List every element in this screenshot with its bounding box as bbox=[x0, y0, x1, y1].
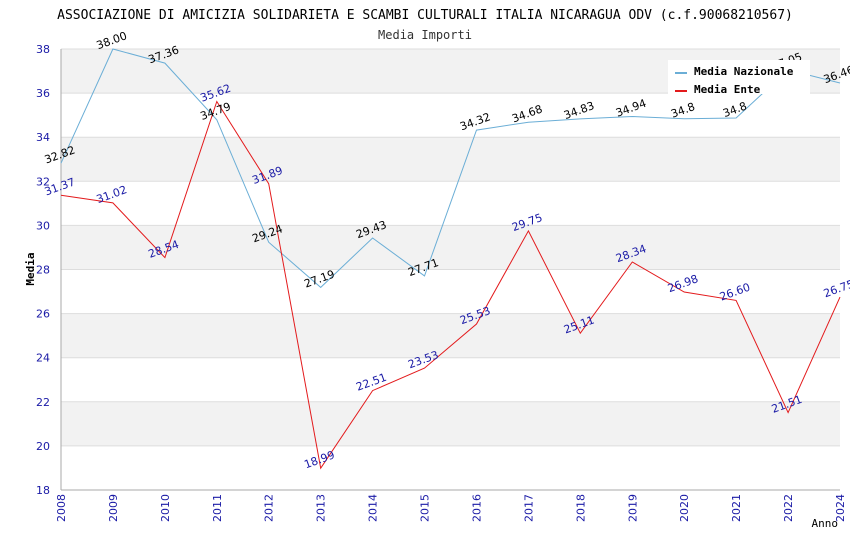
y-tick-label: 32 bbox=[36, 175, 50, 188]
x-tick-label: 2019 bbox=[626, 494, 639, 522]
x-tick-label: 2017 bbox=[522, 494, 535, 522]
plot-band bbox=[61, 445, 840, 490]
y-tick-label: 38 bbox=[36, 43, 50, 56]
y-tick-label: 20 bbox=[36, 440, 50, 453]
y-tick-label: 22 bbox=[36, 396, 50, 409]
x-tick-label: 2010 bbox=[159, 494, 172, 522]
x-axis-ticks: 2008 2009 2010 2011 2012 2013 2014 2015 2016 2017… bbox=[55, 494, 847, 522]
x-tick-label: 2020 bbox=[678, 494, 691, 522]
y-tick-label: 36 bbox=[36, 87, 50, 100]
x-tick-label: 2008 bbox=[55, 494, 68, 522]
y-tick-label: 24 bbox=[36, 352, 50, 365]
legend-label-media-nazionale: Media Nazionale bbox=[694, 65, 794, 78]
chart-title: ASSOCIAZIONE DI AMICIZIA SOLIDARIETA E S… bbox=[57, 8, 793, 23]
series-lines bbox=[60, 48, 841, 470]
y-tick-label: 28 bbox=[36, 264, 50, 277]
y-axis-ticks: 18 20 22 24 26 28 30 32 34 36 38 bbox=[36, 43, 50, 497]
y-tick-label: 18 bbox=[36, 484, 50, 497]
plot-band bbox=[61, 269, 840, 314]
x-tick-label: 2012 bbox=[263, 494, 276, 522]
legend: Media Nazionale Media Ente bbox=[668, 60, 810, 96]
plot-band bbox=[61, 137, 840, 182]
x-tick-label: 2016 bbox=[470, 494, 483, 522]
x-tick-label: 2009 bbox=[107, 494, 120, 522]
x-tick-label: 2015 bbox=[419, 494, 432, 522]
series-line-media-ente bbox=[60, 100, 841, 470]
y-tick-label: 26 bbox=[36, 308, 50, 321]
y-axis-title: Media bbox=[24, 252, 37, 285]
legend-box bbox=[668, 60, 810, 94]
x-axis-title: Anno bbox=[812, 517, 839, 530]
plot-band bbox=[61, 225, 840, 270]
x-tick-label: 2021 bbox=[730, 494, 743, 522]
x-tick-label: 2011 bbox=[211, 494, 224, 522]
plot-band bbox=[61, 357, 840, 402]
y-tick-label: 34 bbox=[36, 131, 50, 144]
x-tick-label: 2022 bbox=[782, 494, 795, 522]
plot-band bbox=[61, 313, 840, 358]
x-tick-label: 2024 bbox=[834, 494, 847, 522]
x-tick-label: 2018 bbox=[574, 494, 587, 522]
x-tick-label: 2013 bbox=[315, 494, 328, 522]
plot-band bbox=[61, 401, 840, 446]
x-tick-label: 2014 bbox=[367, 494, 380, 522]
axes bbox=[60, 49, 840, 491]
series-line-media-nazionale bbox=[60, 48, 841, 289]
y-tick-label: 30 bbox=[36, 219, 50, 232]
chart-subtitle: Media Importi bbox=[378, 28, 472, 42]
plot-band bbox=[61, 93, 840, 138]
legend-label-media-ente: Media Ente bbox=[694, 83, 761, 96]
plot-background bbox=[61, 49, 840, 490]
